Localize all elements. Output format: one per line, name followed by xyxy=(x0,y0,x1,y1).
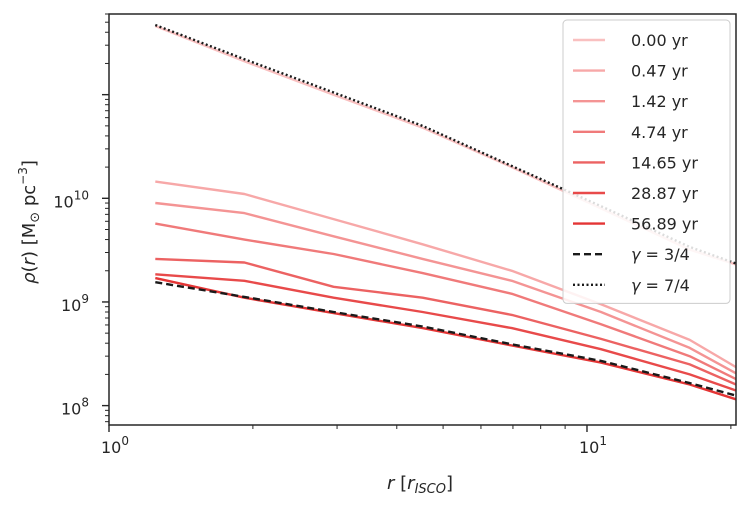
series-line-2 xyxy=(155,201,737,375)
plot-lines xyxy=(154,23,737,401)
series-line-1 xyxy=(155,180,737,369)
x-tick-label: 100 xyxy=(101,434,129,457)
y-axis-label: ρ(r) [M⊙ pc−3] xyxy=(16,160,43,284)
legend-label-1: 0.47 yr xyxy=(631,62,688,81)
x-tick-label: 101 xyxy=(579,434,607,457)
legend-label-5: 28.87 yr xyxy=(631,184,698,203)
axis-tick-labels: 100 101 108 109 1010 xyxy=(53,188,607,457)
series-line-7 xyxy=(155,281,737,397)
legend-box xyxy=(562,19,731,304)
legend-label-2: 1.42 yr xyxy=(631,92,688,111)
plot-frame xyxy=(108,13,737,426)
y-tick-label: 109 xyxy=(61,292,89,315)
x-axis-label: r [rISCO] xyxy=(387,473,453,497)
legend-label-4: 14.65 yr xyxy=(631,153,698,172)
series-line-3 xyxy=(155,222,737,381)
series-line-4 xyxy=(155,257,737,386)
series-line-5 xyxy=(155,273,737,392)
y-tick-label: 108 xyxy=(61,396,89,419)
legend-label-7: γ = 3/4 xyxy=(631,245,690,264)
legend-label-8: γ = 7/4 xyxy=(631,276,690,295)
y-tick-label: 1010 xyxy=(53,188,89,211)
axis-ticks xyxy=(102,13,732,432)
legend-label-6: 56.89 yr xyxy=(631,215,698,234)
legend-label-3: 4.74 yr xyxy=(631,123,688,142)
legend: 0.00 yr 0.47 yr 1.42 yr 4.74 yr 14.65 yr 28.8… xyxy=(562,19,731,304)
legend-label-0: 0.00 yr xyxy=(631,31,688,50)
